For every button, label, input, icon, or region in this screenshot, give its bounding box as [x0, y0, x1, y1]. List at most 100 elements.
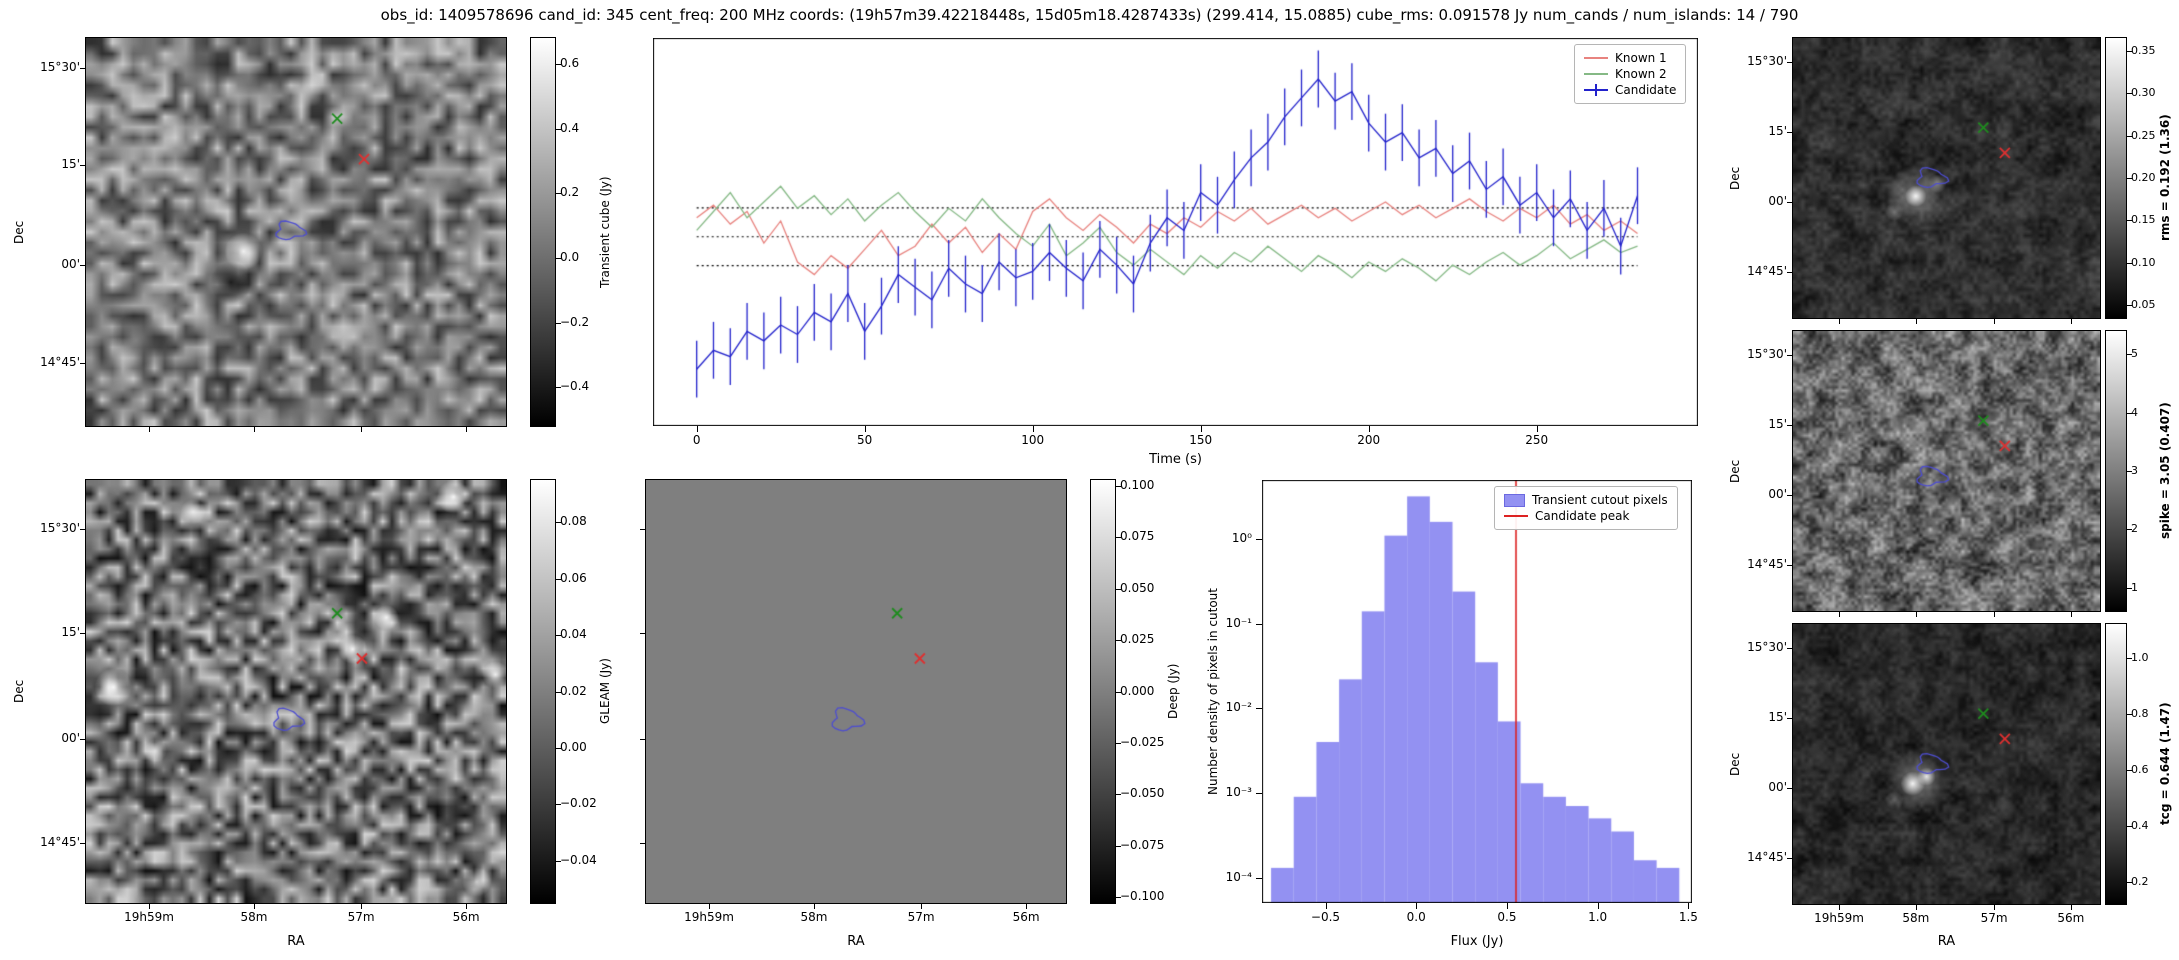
colorbar-tick-label: 0.6	[560, 55, 580, 70]
tick-mark	[149, 426, 150, 432]
tick-mark	[1256, 708, 1262, 710]
tick-mark	[1325, 903, 1327, 909]
colorbar-tick-label: 0.05	[2131, 298, 2156, 312]
figure-title: obs_id: 1409578696 cand_id: 345 cent_fre…	[380, 6, 1799, 24]
colorbar-tick-label: 1	[2131, 580, 2138, 594]
tick-mark	[2126, 50, 2132, 52]
time-tick-label: 50	[857, 433, 873, 447]
flux-tick-label: 0.5	[1497, 910, 1517, 924]
colorbar-tick-label: −0.04	[560, 852, 597, 867]
ra-tick-label: 58m	[240, 910, 268, 924]
ra-tick-label: 56m	[2057, 911, 2085, 925]
ra-tick-label: 58m	[800, 910, 828, 924]
tick-mark	[2126, 412, 2132, 414]
spike-image	[1792, 330, 2101, 612]
tick-mark	[80, 738, 86, 740]
tick-mark	[1787, 787, 1793, 789]
dec-tick-label: 14°45'	[1747, 849, 1787, 864]
ra-tick-label: 57m	[907, 910, 935, 924]
gleam-image	[85, 479, 507, 904]
colorbar-tick-label: 0.2	[560, 185, 580, 200]
colorbar-tick-label: 0.20	[2131, 171, 2156, 184]
tick-mark	[1115, 691, 1121, 693]
legend-label: Known 1	[1615, 51, 1667, 65]
tick-mark	[2126, 825, 2132, 827]
tick-mark	[2126, 881, 2132, 883]
tick-mark	[1994, 318, 1996, 324]
tick-mark	[1787, 424, 1793, 426]
tick-mark	[1787, 354, 1793, 356]
time-axis-label: Time (s)	[1149, 452, 1202, 467]
tick-mark	[2070, 611, 2072, 617]
tick-mark	[1256, 792, 1262, 794]
tick-mark	[1839, 318, 1841, 324]
colorbar-tick-label: −0.050	[1120, 786, 1165, 801]
tick-mark	[1915, 904, 1917, 910]
colorbar-tick-label: 0.025	[1120, 632, 1155, 647]
tick-mark	[361, 903, 363, 909]
legend-entry: Candidate	[1584, 82, 1676, 98]
colorbar-tick-label: 0.2	[2131, 874, 2149, 888]
candidate-peak-line-swatch	[1504, 515, 1528, 517]
tick-mark	[2126, 178, 2132, 179]
colorbar-tick-label: 0.000	[1120, 683, 1155, 698]
dec-tick-label: 15'	[1768, 416, 1787, 431]
tick-mark	[2126, 713, 2132, 715]
legend-label: Candidate	[1615, 83, 1677, 97]
tick-mark	[80, 67, 86, 69]
tick-mark	[254, 903, 255, 909]
dec-tick-label: 14°45'	[1747, 263, 1787, 278]
tick-mark	[1994, 611, 1996, 617]
colorbar-tick-label: −0.025	[1120, 734, 1165, 749]
tick-mark	[2126, 354, 2132, 356]
tick-mark	[2126, 529, 2132, 531]
time-tick-label: 0	[692, 433, 701, 447]
tick-mark	[1597, 903, 1599, 909]
colorbar-tick-label: 2	[2131, 522, 2138, 536]
tick-mark	[640, 842, 646, 844]
tick-mark	[1536, 426, 1538, 432]
tick-mark	[555, 747, 561, 749]
tick-mark	[2126, 135, 2132, 137]
colorbar-tick-label: 0.8	[2131, 706, 2149, 720]
time-tick-label: 250	[1525, 433, 1549, 447]
colorbar-tick-label: 0.075	[1120, 529, 1155, 544]
tick-mark	[640, 738, 646, 740]
colorbar-tick-label: 0.15	[2131, 213, 2156, 227]
dec-tick-label: 15°30'	[1747, 639, 1787, 654]
ra-axis-label: RA	[1937, 934, 1956, 949]
tcg-colorbar	[2105, 623, 2127, 905]
tick-mark	[80, 528, 86, 530]
legend-label: Candidate peak	[1535, 509, 1630, 523]
colorbar-tick-label: 0.050	[1120, 580, 1155, 595]
rms-image	[1792, 37, 2101, 319]
tick-mark	[555, 128, 561, 130]
colorbar-tick-label: 0.02	[560, 683, 587, 698]
tick-mark	[709, 903, 710, 909]
tick-mark	[80, 842, 86, 844]
gleam-colorbar	[530, 479, 556, 904]
transient-cube-image	[85, 37, 507, 427]
tick-mark	[80, 264, 86, 266]
tick-mark	[2126, 93, 2132, 95]
legend-label: Known 2	[1615, 67, 1667, 81]
flux-axis-label: Flux (Jy)	[1450, 934, 1504, 949]
tick-mark	[1787, 131, 1793, 133]
tick-mark	[1368, 426, 1370, 432]
ra-tick-label: 58m	[1902, 911, 1930, 925]
tick-mark	[1994, 904, 1996, 910]
ra-tick-label: 57m	[1980, 911, 2008, 925]
colorbar-tick-label: 0.6	[2131, 762, 2149, 776]
tick-mark	[1787, 647, 1793, 649]
dec-tick-label: 15'	[1768, 709, 1787, 724]
tick-mark	[555, 63, 561, 65]
dec-tick-label: 00'	[1768, 779, 1787, 794]
tick-mark	[1787, 271, 1793, 273]
ra-tick-label: 19h59m	[684, 910, 734, 924]
tick-mark	[555, 635, 561, 637]
tick-mark	[640, 633, 646, 635]
tick-mark	[2126, 305, 2132, 307]
tick-mark	[1688, 903, 1690, 909]
colorbar-tick-label: −0.2	[560, 314, 590, 329]
flux-tick-label: 1.0	[1588, 910, 1608, 924]
